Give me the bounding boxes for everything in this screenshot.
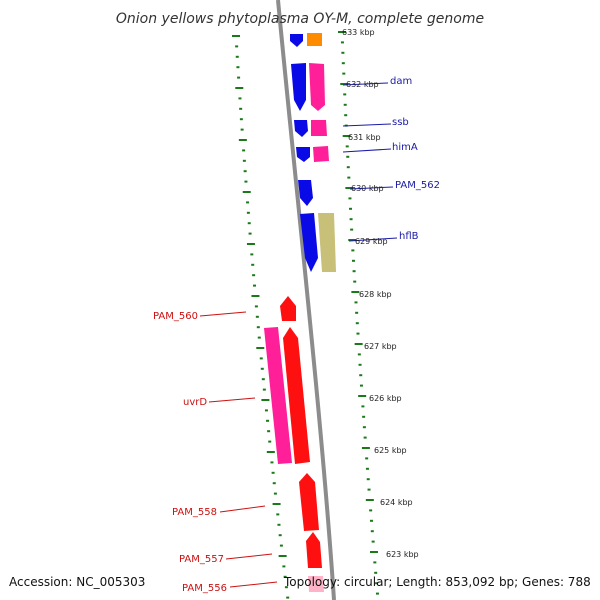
pink-feature-track <box>307 33 336 272</box>
genome-backbone <box>276 0 336 600</box>
gene-label-PAM_556: PAM_556 <box>182 583 227 594</box>
label-connectors <box>199 82 398 588</box>
outer-tick-ring <box>338 31 379 595</box>
gene-arrow-red <box>283 327 310 464</box>
gene-label-PAM_558: PAM_558 <box>172 507 217 518</box>
gene-arrow-red <box>306 532 322 568</box>
gene-arrow-blue <box>290 34 303 47</box>
kbp-label: 631 kbp <box>348 133 381 142</box>
kbp-label: 626 kbp <box>369 394 402 403</box>
gene-arrow-red <box>299 473 319 531</box>
gene-arrow-red <box>280 296 296 321</box>
gene-label-PAM_557: PAM_557 <box>179 554 224 565</box>
gene-arrow-pink <box>308 576 324 592</box>
gene-arrow-pink <box>313 146 329 162</box>
kbp-label: 625 kbp <box>374 446 407 455</box>
gene-label-dam: dam <box>390 76 412 87</box>
gene-label-PAM_560: PAM_560 <box>153 311 198 322</box>
gene-arrow-blue <box>298 180 313 206</box>
map-title: Onion yellows phytoplasma OY-M, complete… <box>116 11 484 27</box>
gene-arrow-blue <box>294 120 308 137</box>
gene-labels-left: PAM_560 uvrD PAM_558 PAM_557 PAM_556 <box>153 311 227 594</box>
gene-labels-right: dam ssb himA PAM_562 hflB <box>390 76 440 242</box>
kbp-label: 623 kbp <box>386 550 419 559</box>
gene-arrow-blue <box>291 63 306 111</box>
gene-label-hflB: hflB <box>399 231 419 242</box>
kbp-label: 624 kbp <box>380 498 413 507</box>
gene-arrow-orange <box>307 33 322 46</box>
gene-arrow-pink <box>311 120 327 136</box>
gene-arrow-blue <box>300 213 318 272</box>
kbp-label: 633 kbp <box>342 28 375 37</box>
kbp-label: 630 kbp <box>351 184 384 193</box>
inner-tick-ring <box>232 35 290 599</box>
gene-label-PAM_562: PAM_562 <box>395 180 440 191</box>
kbp-label: 632 kbp <box>346 80 379 89</box>
kbp-label: 627 kbp <box>364 342 397 351</box>
gene-label-himA: himA <box>392 142 418 153</box>
kbp-label: 628 kbp <box>359 290 392 299</box>
gene-arrow-pink <box>309 63 325 111</box>
gene-arrow-pink-uvrD <box>264 327 292 464</box>
topology-label: Topology: circular; Length: 853,092 bp; … <box>283 575 591 589</box>
gene-arrow-khaki <box>318 213 336 272</box>
blue-feature-track <box>290 34 318 272</box>
red-feature-track <box>264 296 324 592</box>
gene-label-ssb: ssb <box>392 117 409 128</box>
kbp-scale: 633 kbp 632 kbp 631 kbp 630 kbp 629 kbp … <box>342 28 419 559</box>
accession-label: Accession: NC_005303 <box>9 575 145 589</box>
gene-label-uvrD: uvrD <box>183 397 207 408</box>
gene-arrow-blue <box>296 147 310 162</box>
kbp-label: 629 kbp <box>355 237 388 246</box>
